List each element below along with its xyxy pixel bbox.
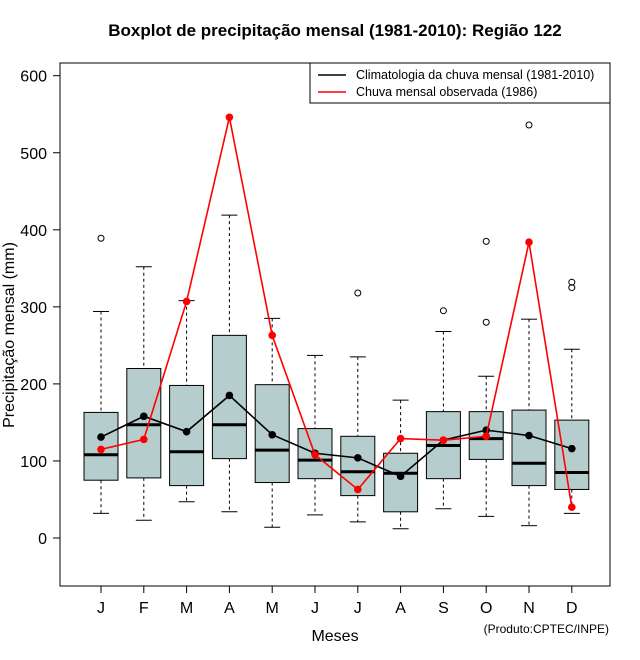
series-point-climatology — [354, 454, 362, 462]
box-iqr — [383, 452, 419, 513]
legend-label-observed: Chuva mensal observada (1986) — [356, 85, 537, 99]
series-lines-group — [97, 113, 576, 511]
box-M — [169, 300, 205, 503]
series-point-observed — [140, 435, 148, 444]
box-iqr — [511, 409, 547, 487]
series-point-observed — [439, 436, 448, 444]
y-tick-label: 200 — [20, 377, 47, 394]
series-point-climatology — [568, 444, 576, 453]
series-point-observed — [396, 434, 405, 443]
series-point-climatology — [182, 427, 191, 436]
outlier-point — [568, 284, 576, 292]
x-tick-label: J — [354, 600, 362, 617]
x-tick-label: A — [224, 600, 235, 617]
box-iqr — [126, 367, 162, 479]
box-S — [425, 307, 461, 510]
box-J — [297, 354, 333, 516]
box-A — [211, 214, 247, 513]
x-tick-label: N — [523, 600, 535, 617]
box-O — [468, 237, 504, 517]
x-tick-label: O — [480, 600, 492, 617]
box-iqr — [554, 419, 590, 490]
series-point-observed — [525, 238, 533, 246]
legend-box — [309, 62, 611, 104]
y-tick-label: 0 — [38, 531, 47, 548]
box-J — [83, 234, 119, 514]
plot-frame — [59, 62, 611, 587]
outlier-point — [482, 237, 490, 245]
box-iqr — [169, 384, 205, 487]
x-tick-label: D — [566, 600, 578, 617]
x-tick-label: S — [438, 600, 449, 617]
x-tick-label: J — [311, 600, 319, 617]
series-point-climatology — [225, 391, 234, 400]
boxes-group — [83, 121, 590, 530]
y-tick-label: 300 — [20, 300, 47, 317]
series-point-observed — [182, 297, 191, 306]
box-A — [383, 399, 419, 530]
x-tick-label: J — [97, 600, 105, 617]
series-point-observed — [482, 432, 491, 441]
x-tick-label: A — [395, 600, 406, 617]
y-tick-label: 400 — [20, 223, 47, 240]
legend: Climatologia da chuva mensal (1981-2010)… — [309, 62, 611, 104]
y-axis-label: Precipitação mensal (mm) — [1, 242, 18, 428]
series-point-climatology — [97, 433, 105, 441]
box-F — [126, 266, 162, 521]
outlier-point — [439, 307, 447, 315]
credit-text: (Produto:CPTEC/INPE) — [484, 622, 609, 636]
series-point-observed — [311, 450, 319, 459]
outlier-point — [568, 278, 576, 286]
series-line-observed — [100, 117, 573, 508]
y-tick-label: 100 — [20, 454, 47, 471]
series-point-observed — [97, 445, 105, 454]
outlier-point — [482, 318, 490, 326]
chart-title: Boxplot de precipitação mensal (1981-201… — [108, 21, 562, 40]
series-point-observed — [225, 113, 234, 122]
box-N — [511, 121, 547, 527]
series-point-observed — [354, 485, 362, 494]
y-tick-label: 600 — [20, 69, 47, 86]
x-tick-label: M — [266, 600, 279, 617]
series-point-climatology — [140, 412, 148, 421]
series-point-climatology — [268, 430, 277, 439]
x-axis-label: Meses — [311, 628, 358, 645]
y-tick-label: 500 — [20, 146, 47, 163]
outlier-point — [97, 234, 105, 242]
outlier-point — [525, 121, 533, 129]
series-point-climatology — [525, 431, 533, 440]
x-tick-label: M — [180, 600, 193, 617]
x-tick-label: F — [139, 600, 149, 617]
outlier-point — [354, 289, 362, 297]
series-point-observed — [568, 503, 576, 511]
y-axis: 0 100 200 300 400 500 600 — [20, 69, 60, 548]
series-point-observed — [268, 331, 277, 340]
box-D — [554, 278, 590, 514]
legend-label-climatology: Climatologia da chuva mensal (1981-2010) — [356, 68, 594, 82]
series-line-climatology — [100, 394, 573, 478]
series-point-climatology — [396, 472, 405, 481]
